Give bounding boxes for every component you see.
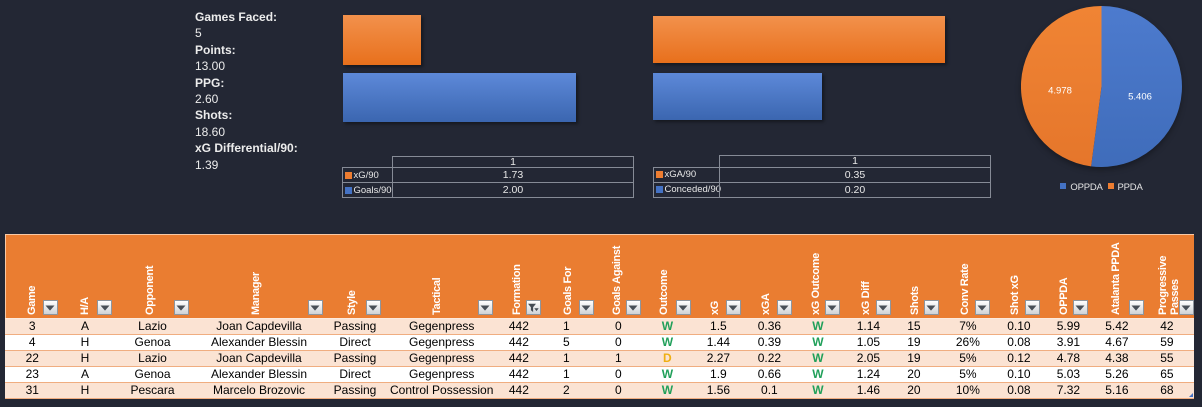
svg-text:4.978: 4.978 (1048, 86, 1072, 97)
svg-text:5.406: 5.406 (1128, 92, 1152, 103)
